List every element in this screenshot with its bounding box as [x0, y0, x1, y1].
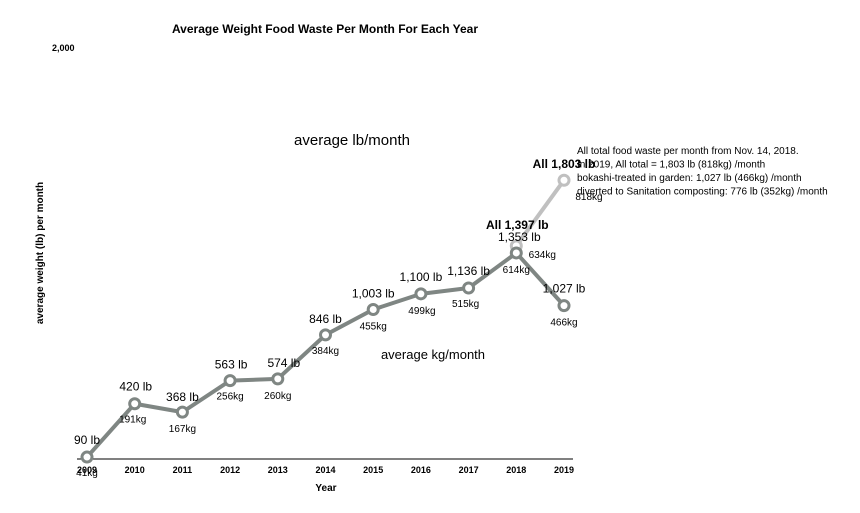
main-series-point: [128, 397, 142, 411]
main-series-lb-label: 368 lb: [166, 390, 199, 404]
x-tick-label: 2010: [125, 465, 145, 475]
main-series-kg-label: 466kg: [550, 318, 577, 329]
main-series-kg-label: 515kg: [452, 299, 479, 310]
main-series-lb-label: 90 lb: [74, 433, 100, 447]
all-series-lb-label: All 1,397 lb: [486, 218, 549, 232]
main-series-kg-label: 614kg: [503, 265, 530, 276]
all-series-kg-label: 818kg: [575, 192, 602, 203]
main-series-kg-label: 455kg: [360, 322, 387, 333]
main-series-lb-label: 1,353 lb: [498, 230, 541, 244]
x-tick-label: 2019: [554, 465, 574, 475]
x-axis-label: Year: [315, 483, 336, 494]
main-series-point: [462, 281, 476, 295]
main-series-point: [175, 405, 189, 419]
main-series-point: [414, 287, 428, 301]
annotation-line: bokashi-treated in garden: 1,027 lb (466…: [577, 173, 802, 184]
main-series-lb-label: 420 lb: [119, 380, 152, 394]
x-tick-label: 2011: [173, 465, 193, 475]
x-tick-label: 2018: [506, 465, 526, 475]
main-series-point: [509, 246, 523, 260]
chart-title: Average Weight Food Waste Per Month For …: [172, 22, 478, 36]
all-series-line: [514, 179, 566, 248]
main-series-point: [223, 374, 237, 388]
main-series-kg-label: 260kg: [264, 391, 291, 402]
main-series-kg-label: 384kg: [312, 346, 339, 357]
main-series-kg-label: 167kg: [169, 424, 196, 435]
annotation-line: All total food waste per month from Nov.…: [577, 146, 799, 157]
main-series-lb-label: 1,003 lb: [352, 287, 395, 301]
series-label-lb: average lb/month: [294, 132, 410, 149]
main-series-point: [271, 372, 285, 386]
main-series-point: [557, 299, 571, 313]
x-tick-label: 2017: [459, 465, 479, 475]
series-label-kg: average kg/month: [381, 347, 485, 362]
x-tick-label: 2013: [268, 465, 288, 475]
all-series-lb-label: All 1,803 lb: [533, 157, 596, 171]
main-series-lb-label: 563 lb: [215, 358, 248, 372]
main-series-lb-label: 1,100 lb: [400, 270, 443, 284]
all-series-kg-label: 634kg: [529, 250, 556, 261]
main-series-point: [319, 328, 332, 342]
main-series-lb-label: 1,136 lb: [447, 264, 490, 278]
annotation-line: diverted to Sanitation composting: 776 l…: [577, 187, 828, 198]
main-series-point: [366, 303, 380, 317]
main-series-point: [80, 450, 94, 464]
all-series-point: [557, 173, 571, 187]
main-series-lb-label: 574 lb: [267, 356, 300, 370]
main-series-kg-label: 499kg: [408, 306, 435, 317]
main-series: 90 lb 420 lb 368 lb 563 lb 574 lb 846 lb 1,003…: [74, 230, 586, 479]
annotation-line: In 2019, All total = 1,803 lb (818kg) /m…: [577, 160, 765, 171]
main-series-kg-label: 256kg: [216, 392, 243, 403]
x-tick-label: 2012: [220, 465, 240, 475]
x-tick-label: 2009: [77, 465, 97, 475]
y-axis-label: average weight (lb) per month: [35, 182, 46, 324]
x-tick-label: 2015: [363, 465, 383, 475]
main-series-kg-label: 191kg: [119, 415, 146, 426]
annotation-note: All total food waste per month from Nov.…: [577, 146, 828, 198]
y-axis-top-label: 2,000: [52, 43, 75, 53]
x-axis-ticks: 2009 2010 2011 2012 2013 2014 2015 2016 2017 2018…: [77, 465, 574, 475]
main-series-kg-label: 41kg: [76, 468, 98, 479]
x-tick-label: 2014: [315, 465, 335, 475]
x-tick-label: 2016: [411, 465, 431, 475]
main-series-lb-label: 1,027 lb: [543, 282, 586, 296]
main-series-lb-label: 846 lb: [309, 312, 342, 326]
